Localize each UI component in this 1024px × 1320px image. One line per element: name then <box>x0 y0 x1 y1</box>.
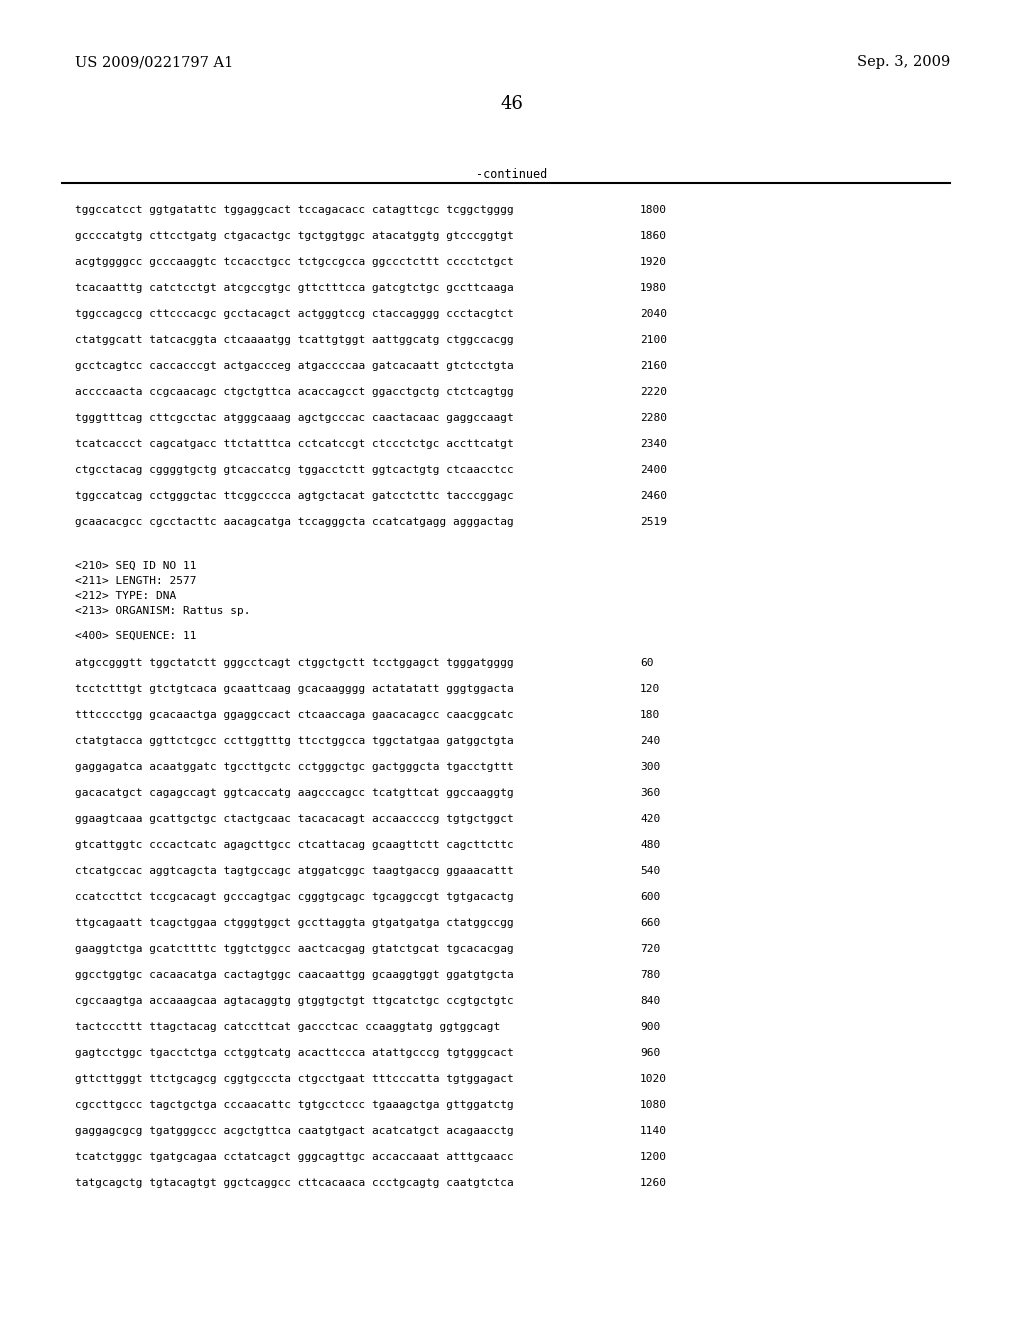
Text: 540: 540 <box>640 866 660 876</box>
Text: cgccttgccc tagctgctga cccaacattc tgtgcctccc tgaaagctga gttggatctg: cgccttgccc tagctgctga cccaacattc tgtgcct… <box>75 1100 514 1110</box>
Text: ctcatgccac aggtcagcta tagtgccagc atggatcggc taagtgaccg ggaaacattt: ctcatgccac aggtcagcta tagtgccagc atggatc… <box>75 866 514 876</box>
Text: Sep. 3, 2009: Sep. 3, 2009 <box>857 55 950 69</box>
Text: 2220: 2220 <box>640 387 667 397</box>
Text: <211> LENGTH: 2577: <211> LENGTH: 2577 <box>75 576 197 586</box>
Text: 2519: 2519 <box>640 517 667 527</box>
Text: 660: 660 <box>640 917 660 928</box>
Text: ctatgtacca ggttctcgcc ccttggtttg ttcctggcca tggctatgaa gatggctgta: ctatgtacca ggttctcgcc ccttggtttg ttcctgg… <box>75 737 514 746</box>
Text: <400> SEQUENCE: 11: <400> SEQUENCE: 11 <box>75 631 197 642</box>
Text: 600: 600 <box>640 892 660 902</box>
Text: gaaggtctga gcatcttttc tggtctggcc aactcacgag gtatctgcat tgcacacgag: gaaggtctga gcatcttttc tggtctggcc aactcac… <box>75 944 514 954</box>
Text: tcatcaccct cagcatgacc ttctatttca cctcatccgt ctccctctgc accttcatgt: tcatcaccct cagcatgacc ttctatttca cctcatc… <box>75 440 514 449</box>
Text: <210> SEQ ID NO 11: <210> SEQ ID NO 11 <box>75 561 197 572</box>
Text: tatgcagctg tgtacagtgt ggctcaggcc cttcacaaca ccctgcagtg caatgtctca: tatgcagctg tgtacagtgt ggctcaggcc cttcaca… <box>75 1177 514 1188</box>
Text: tcatctgggc tgatgcagaa cctatcagct gggcagttgc accaccaaat atttgcaacc: tcatctgggc tgatgcagaa cctatcagct gggcagt… <box>75 1152 514 1162</box>
Text: ggaagtcaaa gcattgctgc ctactgcaac tacacacagt accaaccccg tgtgctggct: ggaagtcaaa gcattgctgc ctactgcaac tacacac… <box>75 814 514 824</box>
Text: 2460: 2460 <box>640 491 667 502</box>
Text: 2100: 2100 <box>640 335 667 345</box>
Text: gacacatgct cagagccagt ggtcaccatg aagcccagcc tcatgttcat ggccaaggtg: gacacatgct cagagccagt ggtcaccatg aagccca… <box>75 788 514 799</box>
Text: -continued: -continued <box>476 168 548 181</box>
Text: 1920: 1920 <box>640 257 667 267</box>
Text: 1260: 1260 <box>640 1177 667 1188</box>
Text: 360: 360 <box>640 788 660 799</box>
Text: tggccatcct ggtgatattc tggaggcact tccagacacc catagttcgc tcggctgggg: tggccatcct ggtgatattc tggaggcact tccagac… <box>75 205 514 215</box>
Text: ctatggcatt tatcacggta ctcaaaatgg tcattgtggt aattggcatg ctggccacgg: ctatggcatt tatcacggta ctcaaaatgg tcattgt… <box>75 335 514 345</box>
Text: gcaacacgcc cgcctacttc aacagcatga tccagggcta ccatcatgagg agggactag: gcaacacgcc cgcctacttc aacagcatga tccaggg… <box>75 517 514 527</box>
Text: tcctctttgt gtctgtcaca gcaattcaag gcacaagggg actatatatt gggtggacta: tcctctttgt gtctgtcaca gcaattcaag gcacaag… <box>75 684 514 694</box>
Text: tcacaatttg catctcctgt atcgccgtgc gttctttcca gatcgtctgc gccttcaaga: tcacaatttg catctcctgt atcgccgtgc gttcttt… <box>75 282 514 293</box>
Text: 60: 60 <box>640 657 653 668</box>
Text: 1080: 1080 <box>640 1100 667 1110</box>
Text: 720: 720 <box>640 944 660 954</box>
Text: US 2009/0221797 A1: US 2009/0221797 A1 <box>75 55 233 69</box>
Text: ttgcagaatt tcagctggaa ctgggtggct gccttaggta gtgatgatga ctatggccgg: ttgcagaatt tcagctggaa ctgggtggct gccttag… <box>75 917 514 928</box>
Text: accccaacta ccgcaacagc ctgctgttca acaccagcct ggacctgctg ctctcagtgg: accccaacta ccgcaacagc ctgctgttca acaccag… <box>75 387 514 397</box>
Text: gccccatgtg cttcctgatg ctgacactgc tgctggtggc atacatggtg gtcccggtgt: gccccatgtg cttcctgatg ctgacactgc tgctggt… <box>75 231 514 242</box>
Text: tttcccctgg gcacaactga ggaggccact ctcaaccaga gaacacagcc caacggcatc: tttcccctgg gcacaactga ggaggccact ctcaacc… <box>75 710 514 719</box>
Text: 420: 420 <box>640 814 660 824</box>
Text: gaggagatca acaatggatc tgccttgctc cctgggctgc gactgggcta tgacctgttt: gaggagatca acaatggatc tgccttgctc cctgggc… <box>75 762 514 772</box>
Text: ctgcctacag cggggtgctg gtcaccatcg tggacctctt ggtcactgtg ctcaacctcc: ctgcctacag cggggtgctg gtcaccatcg tggacct… <box>75 465 514 475</box>
Text: tggccatcag cctgggctac ttcggcccca agtgctacat gatcctcttc tacccggagc: tggccatcag cctgggctac ttcggcccca agtgcta… <box>75 491 514 502</box>
Text: 240: 240 <box>640 737 660 746</box>
Text: 900: 900 <box>640 1022 660 1032</box>
Text: 46: 46 <box>501 95 523 114</box>
Text: 300: 300 <box>640 762 660 772</box>
Text: atgccgggtt tggctatctt gggcctcagt ctggctgctt tcctggagct tgggatgggg: atgccgggtt tggctatctt gggcctcagt ctggctg… <box>75 657 514 668</box>
Text: 2280: 2280 <box>640 413 667 422</box>
Text: 1140: 1140 <box>640 1126 667 1137</box>
Text: cgccaagtga accaaagcaa agtacaggtg gtggtgctgt ttgcatctgc ccgtgctgtc: cgccaagtga accaaagcaa agtacaggtg gtggtgc… <box>75 997 514 1006</box>
Text: 480: 480 <box>640 840 660 850</box>
Text: 960: 960 <box>640 1048 660 1059</box>
Text: 180: 180 <box>640 710 660 719</box>
Text: 120: 120 <box>640 684 660 694</box>
Text: gaggagcgcg tgatgggccc acgctgttca caatgtgact acatcatgct acagaacctg: gaggagcgcg tgatgggccc acgctgttca caatgtg… <box>75 1126 514 1137</box>
Text: gtcattggtc cccactcatc agagcttgcc ctcattacag gcaagttctt cagcttcttc: gtcattggtc cccactcatc agagcttgcc ctcatta… <box>75 840 514 850</box>
Text: <213> ORGANISM: Rattus sp.: <213> ORGANISM: Rattus sp. <box>75 606 251 616</box>
Text: tgggtttcag cttcgcctac atgggcaaag agctgcccac caactacaac gaggccaagt: tgggtttcag cttcgcctac atgggcaaag agctgcc… <box>75 413 514 422</box>
Text: 840: 840 <box>640 997 660 1006</box>
Text: ccatccttct tccgcacagt gcccagtgac cgggtgcagc tgcaggccgt tgtgacactg: ccatccttct tccgcacagt gcccagtgac cgggtgc… <box>75 892 514 902</box>
Text: 2040: 2040 <box>640 309 667 319</box>
Text: 1800: 1800 <box>640 205 667 215</box>
Text: 1200: 1200 <box>640 1152 667 1162</box>
Text: 1980: 1980 <box>640 282 667 293</box>
Text: 2340: 2340 <box>640 440 667 449</box>
Text: gagtcctggc tgacctctga cctggtcatg acacttccca atattgcccg tgtgggcact: gagtcctggc tgacctctga cctggtcatg acacttc… <box>75 1048 514 1059</box>
Text: 780: 780 <box>640 970 660 979</box>
Text: 2160: 2160 <box>640 360 667 371</box>
Text: tactcccttt ttagctacag catccttcat gaccctcac ccaaggtatg ggtggcagt: tactcccttt ttagctacag catccttcat gaccctc… <box>75 1022 501 1032</box>
Text: 1860: 1860 <box>640 231 667 242</box>
Text: ggcctggtgc cacaacatga cactagtggc caacaattgg gcaaggtggt ggatgtgcta: ggcctggtgc cacaacatga cactagtggc caacaat… <box>75 970 514 979</box>
Text: gcctcagtcc caccacccgt actgaccceg atgaccccaa gatcacaatt gtctcctgta: gcctcagtcc caccacccgt actgaccceg atgaccc… <box>75 360 514 371</box>
Text: acgtggggcc gcccaaggtc tccacctgcc tctgccgcca ggccctcttt cccctctgct: acgtggggcc gcccaaggtc tccacctgcc tctgccg… <box>75 257 514 267</box>
Text: tggccagccg cttcccacgc gcctacagct actgggtccg ctaccagggg ccctacgtct: tggccagccg cttcccacgc gcctacagct actgggt… <box>75 309 514 319</box>
Text: <212> TYPE: DNA: <212> TYPE: DNA <box>75 591 176 601</box>
Text: gttcttgggt ttctgcagcg cggtgcccta ctgcctgaat tttcccatta tgtggagact: gttcttgggt ttctgcagcg cggtgcccta ctgcctg… <box>75 1074 514 1084</box>
Text: 2400: 2400 <box>640 465 667 475</box>
Text: 1020: 1020 <box>640 1074 667 1084</box>
